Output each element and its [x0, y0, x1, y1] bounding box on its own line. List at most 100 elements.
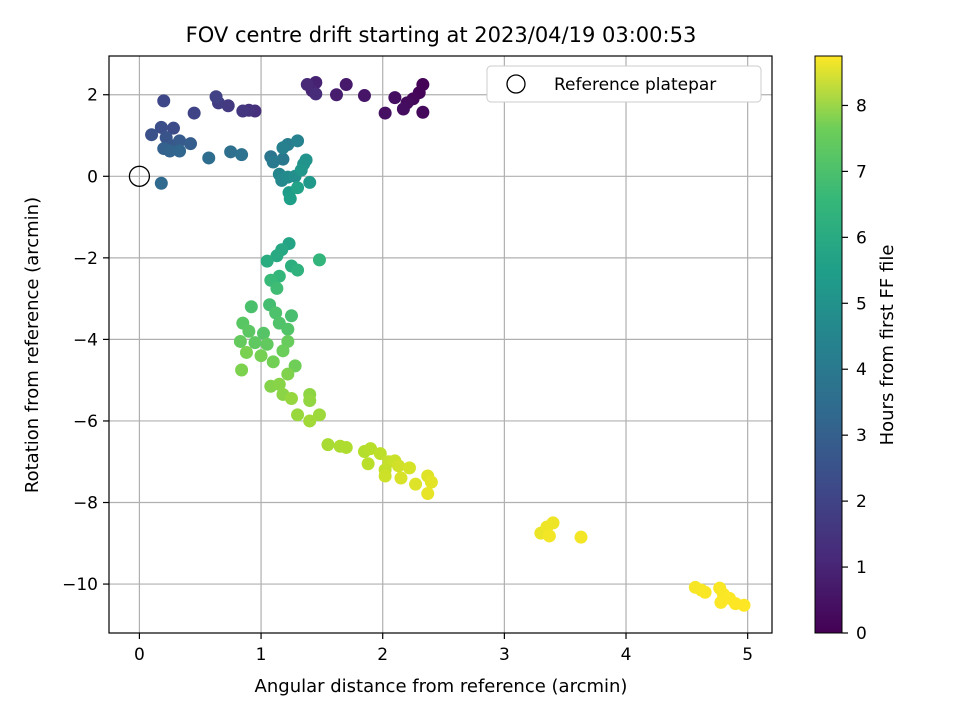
data-point [260, 337, 274, 351]
legend: Reference platepar [486, 65, 762, 103]
data-point [402, 461, 416, 475]
data-point [574, 530, 588, 544]
data-point [284, 392, 298, 406]
data-point [291, 181, 305, 195]
data-point [424, 475, 438, 489]
legend-marker-icon [506, 74, 526, 94]
colorbar-tick-label: 8 [856, 96, 867, 116]
data-point [299, 153, 313, 167]
y-tick-label: −2 [73, 249, 98, 269]
data-point [235, 363, 249, 377]
data-point [236, 104, 250, 118]
data-point [394, 471, 408, 485]
colorbar-tick-label: 1 [856, 558, 867, 578]
data-point [312, 253, 326, 267]
y-tick-label: −6 [73, 412, 98, 432]
data-point [184, 137, 198, 151]
data-point [388, 91, 402, 105]
data-point [303, 414, 317, 428]
colorbar-ticks: 0 1 2 3 4 5 6 7 8 [842, 96, 867, 644]
colorbar: 0 1 2 3 4 5 6 7 8 Hours from first FF file [814, 55, 898, 644]
data-point [266, 355, 280, 369]
data-point [256, 326, 270, 340]
data-point [266, 155, 280, 169]
y-axis: 2 0 −2 −4 −6 −8 −10 [62, 86, 109, 595]
data-point [409, 477, 423, 491]
data-point [312, 408, 326, 422]
colorbar-gradient [814, 55, 843, 634]
data-point [276, 141, 290, 155]
colorbar-tick-label: 4 [856, 360, 867, 380]
data-point [303, 175, 317, 189]
data-point [294, 163, 308, 177]
data-point [283, 192, 297, 206]
data-point [364, 442, 378, 456]
data-point [392, 459, 406, 473]
reference-marker-layer [128, 165, 151, 187]
plot-frame [108, 55, 773, 634]
colorbar-tick-label: 7 [856, 162, 867, 182]
x-tick-label: 4 [621, 645, 632, 665]
data-point [269, 306, 283, 320]
data-point [303, 394, 317, 408]
data-point [235, 148, 249, 162]
y-axis-label: Rotation from reference (arcmin) [22, 197, 43, 493]
data-point [291, 263, 305, 277]
data-point [281, 322, 295, 336]
data-point [378, 106, 392, 120]
data-point [233, 334, 247, 348]
data-point [291, 408, 305, 422]
data-point [284, 309, 298, 323]
data-point [272, 377, 286, 391]
data-point [166, 121, 180, 135]
data-point [698, 585, 712, 599]
data-point [361, 457, 375, 471]
data-point [242, 324, 256, 338]
data-point [187, 106, 201, 120]
data-point [163, 144, 177, 158]
data-point [737, 598, 751, 612]
data-point [396, 102, 410, 116]
data-point [270, 281, 284, 295]
reference-platepar-marker [128, 165, 151, 187]
x-tick-label: 3 [499, 645, 510, 665]
data-point [202, 151, 216, 165]
data-point [157, 94, 171, 108]
data-point [239, 345, 253, 359]
y-tick-label: −4 [73, 330, 98, 350]
x-axis: 0 1 2 3 4 5 [134, 633, 753, 665]
data-point [291, 134, 305, 148]
y-tick-label: 0 [87, 167, 98, 187]
data-point [173, 134, 187, 148]
data-point [270, 249, 284, 263]
data-point [309, 87, 323, 101]
y-tick-label: −8 [73, 494, 98, 514]
data-point [329, 88, 343, 102]
data-point [357, 89, 371, 103]
x-tick-label: 5 [742, 645, 753, 665]
data-point [244, 300, 258, 314]
colorbar-label: Hours from first FF file [877, 245, 898, 446]
x-axis-label: Angular distance from reference (arcmin) [255, 676, 628, 697]
data-point [260, 254, 274, 268]
colorbar-tick-label: 0 [856, 624, 867, 644]
data-point [421, 487, 435, 501]
y-tick-label: 2 [87, 86, 98, 106]
data-point [546, 516, 560, 530]
data-point [154, 120, 168, 134]
data-point [276, 344, 290, 358]
colorbar-tick-label: 3 [856, 426, 867, 446]
data-point [300, 78, 314, 92]
data-point [154, 176, 168, 190]
data-point [281, 367, 295, 381]
data-point [339, 440, 353, 454]
colorbar-tick-label: 2 [856, 492, 867, 512]
legend-box [486, 65, 762, 103]
legend-entry: Reference platepar [554, 75, 716, 95]
data-point [321, 438, 335, 452]
y-tick-label: −10 [62, 575, 98, 595]
data-points [145, 76, 751, 612]
x-tick-label: 1 [256, 645, 267, 665]
data-point [254, 349, 268, 363]
